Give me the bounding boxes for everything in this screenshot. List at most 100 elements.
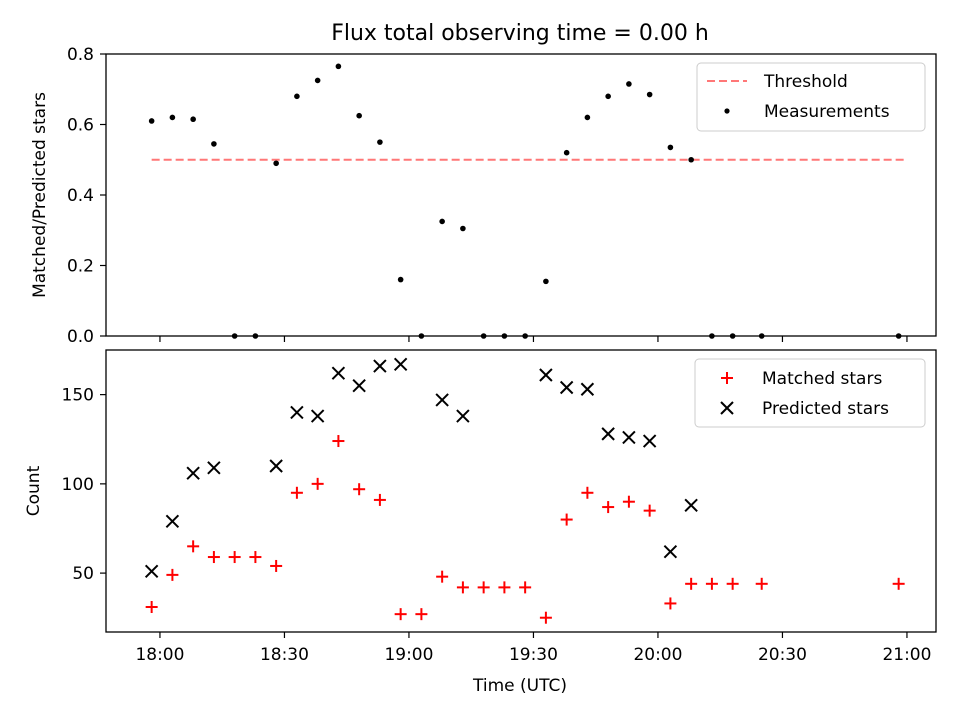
matched-star-point (581, 486, 594, 499)
matched-star-point (498, 581, 511, 594)
measurement-point (148, 118, 155, 124)
predicted-star-point (559, 380, 574, 395)
count-axes-frame (105, 349, 937, 633)
measurement-point (335, 63, 342, 70)
matched-star-point (145, 601, 158, 614)
count-panel: 18:00 18:30 19:00 19:30 20:00 20:30 21:00 50 100… (24, 349, 937, 665)
matched-star-point (664, 597, 677, 610)
matched-star-point (456, 581, 469, 594)
x-tick-label: 19:30 (509, 645, 558, 665)
matched-star-point (755, 577, 768, 590)
threshold-legend-label: Threshold (763, 72, 848, 92)
predicted-star-point (580, 382, 595, 396)
ratio-y-tick-label: 0.8 (67, 45, 94, 65)
measurement-point (190, 116, 196, 123)
matched-star-point (207, 551, 220, 564)
measurement-point (460, 225, 466, 232)
measurement-point (584, 114, 591, 121)
matched-star-point (705, 577, 718, 590)
measurement-point (211, 141, 217, 147)
predicted-star-point (144, 564, 159, 579)
x-tick-label: 19:00 (384, 645, 433, 665)
matched-star-point (643, 504, 656, 517)
predicted-star-point (642, 434, 657, 448)
predicted-star-point (373, 359, 387, 373)
predicted-legend-marker (720, 401, 734, 415)
ratio-legend-box (696, 62, 926, 132)
matched-star-point (560, 513, 573, 526)
count-y-tick-label: 50 (72, 564, 94, 584)
matched-star-point (539, 611, 552, 624)
x-tick-label: 20:30 (758, 645, 807, 665)
measurement-point (605, 93, 611, 100)
matched-star-point (436, 570, 449, 583)
predicted-star-point (601, 427, 615, 441)
ratio-legend: Threshold Measurements (696, 62, 926, 132)
matched-star-point (394, 608, 407, 621)
measurement-point (377, 139, 383, 145)
measurement-point (169, 114, 176, 121)
matched-star-point (726, 577, 739, 590)
matched-star-point (373, 493, 386, 506)
count-plot-area (144, 357, 905, 624)
matched-star-point (519, 581, 532, 594)
matched-star-point (311, 477, 324, 490)
measurement-point (667, 144, 674, 151)
measurement-point (543, 278, 549, 285)
count-legend: Matched stars Predicted stars (694, 358, 926, 428)
predicted-star-point (207, 461, 221, 475)
ratio-y-tick-label: 0.4 (67, 186, 94, 206)
measurement-point (273, 160, 279, 167)
measurement-point (626, 81, 632, 87)
matched-star-point (415, 608, 428, 621)
ratio-y-tick-label: 0.2 (67, 257, 94, 277)
matched-star-point (187, 540, 200, 553)
predicted-star-point (290, 405, 304, 420)
matched-star-point (622, 495, 635, 508)
count-ticks: 18:00 18:30 19:00 19:30 20:00 20:30 21:00 50 100… (62, 386, 932, 665)
matched-legend-marker (721, 372, 733, 384)
predicted-star-point (310, 409, 325, 423)
predicted-star-point (539, 368, 553, 382)
ratio-ticks: 0.0 0.2 0.4 0.6 0.8 (67, 45, 908, 347)
matched-star-point (166, 568, 179, 581)
matched-star-point (249, 551, 262, 564)
count-ylabel: Count (24, 465, 44, 516)
predicted-legend-label: Predicted stars (762, 399, 889, 419)
predicted-star-point (352, 378, 366, 393)
predicted-star-point (684, 498, 698, 512)
measurements-legend-marker (724, 108, 730, 114)
matched-star-point (602, 501, 615, 514)
measurement-point (646, 91, 653, 98)
measurement-point (439, 218, 445, 225)
x-tick-label: 18:30 (260, 645, 309, 665)
ratio-ylabel: Matched/Predicted stars (30, 92, 50, 298)
ratio-y-tick-label: 0.6 (67, 116, 94, 136)
measurements-legend-label: Measurements (764, 102, 890, 122)
figure-title: Flux total observing time = 0.00 h (331, 21, 709, 46)
matched-star-point (685, 577, 698, 590)
predicted-star-point (435, 393, 449, 407)
predicted-star-point (393, 357, 408, 371)
predicted-star-point (456, 409, 470, 423)
measurement-point (563, 149, 570, 156)
matched-star-point (353, 483, 366, 496)
measurement-point (397, 276, 404, 283)
predicted-star-point (663, 544, 678, 559)
predicted-star-point (186, 466, 200, 480)
matched-star-point (477, 581, 490, 594)
matched-star-point (270, 559, 283, 572)
count-y-tick-label: 150 (62, 386, 94, 406)
matched-star-point (892, 577, 905, 590)
predicted-star-point (165, 514, 180, 529)
measurement-point (688, 156, 694, 163)
predicted-star-point (331, 366, 346, 380)
x-tick-label: 21:00 (882, 645, 931, 665)
ratio-axes-frame (105, 53, 937, 337)
x-tick-label: 20:00 (633, 645, 682, 665)
ratio-panel: 0.00.20.40.60.8 Matched/Predicted stars … (30, 45, 937, 347)
ratio-y-tick-label: 0.0 (67, 327, 94, 347)
measurement-point (314, 77, 321, 84)
measurement-point (356, 112, 362, 119)
